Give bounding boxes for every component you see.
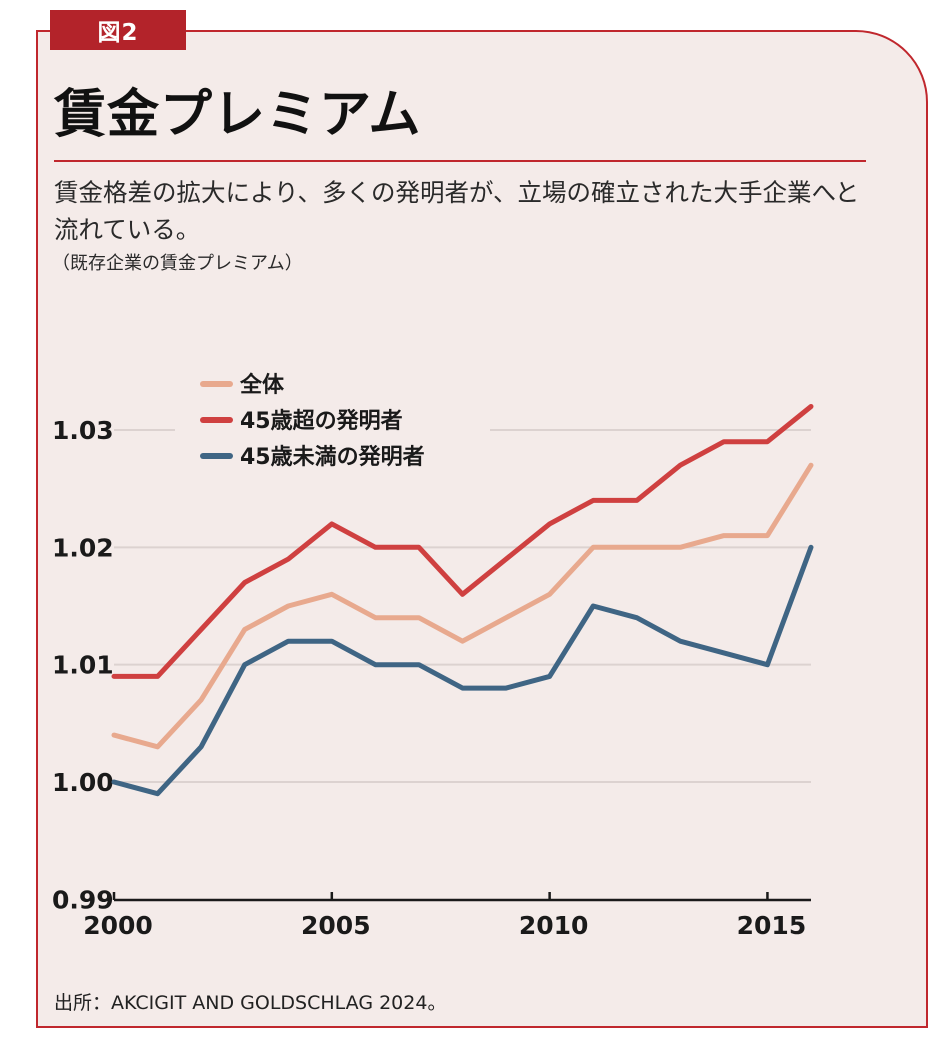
legend-label: 45歳超の発明者 (240, 409, 403, 434)
title-divider (54, 160, 866, 162)
y-tick-label: 1.00 (52, 768, 114, 797)
x-tick-label: 2015 (737, 911, 807, 940)
y-tick-label: 1.03 (52, 416, 114, 445)
series-line-2 (111, 404, 814, 679)
y-tick-label: 1.01 (52, 651, 114, 680)
chart-note: （既存企業の賃金プレミアム） (52, 253, 303, 274)
figure-label: 図2 (50, 10, 186, 50)
x-tick-label: 2010 (519, 911, 589, 940)
series-line-1 (111, 462, 814, 750)
legend-label: 全体 (239, 372, 285, 398)
x-tick-label: 2005 (301, 911, 371, 940)
legend-label: 45歳未満の発明者 (240, 444, 425, 470)
chart-subtitle: 賃金格差の拡大により、多くの発明者が、立場の確立された大手企業へと流れている。 (54, 178, 860, 244)
figure-panel (36, 30, 928, 1028)
y-tick-label: 1.02 (52, 533, 114, 562)
page-title: 賃金プレミアム (54, 85, 422, 145)
y-tick-label: 0.99 (52, 885, 114, 914)
x-tick-label: 2000 (83, 911, 153, 940)
series-line-3 (111, 544, 814, 797)
source-note: 出所：AKCIGIT AND GOLDSCHLAG 2024。 (54, 992, 447, 1014)
